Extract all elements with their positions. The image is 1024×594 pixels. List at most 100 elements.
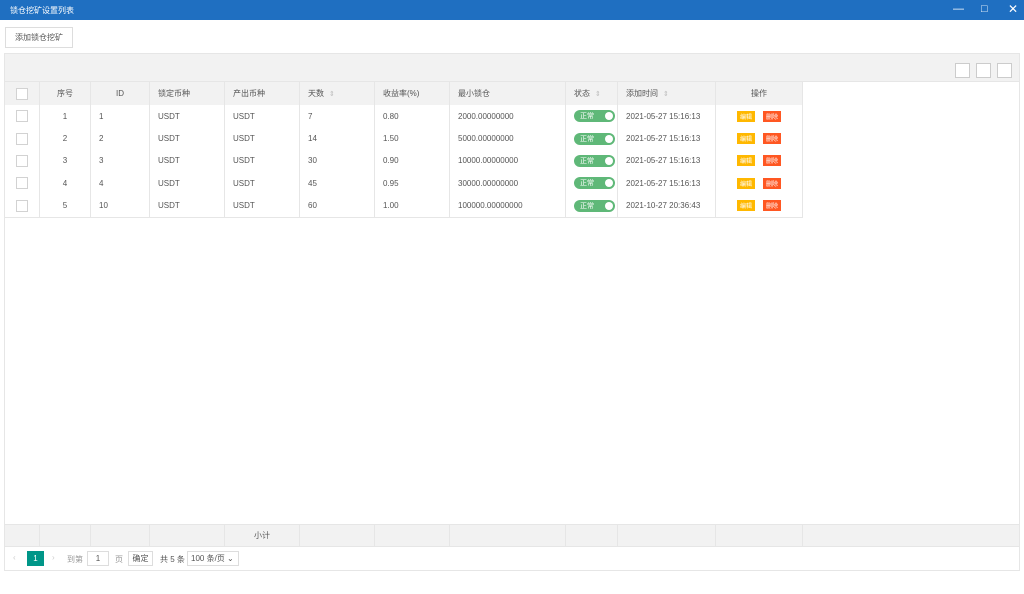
cell-text: 0.95	[383, 178, 399, 188]
cell-text: 2021-10-27 20:36:43	[626, 201, 701, 211]
checkbox-cell	[5, 127, 40, 150]
close[interactable]: ✕	[1008, 2, 1019, 16]
table-frame: 序号 ID 锁定币种 产出币种 天数 ⇕ 收益率(%) 最小锁仓 状态 ⇕ 添加时间 ⇕ 操作 1 1 USD…	[4, 53, 1020, 571]
cell-text: USDT	[233, 134, 255, 144]
header-text: ID	[116, 89, 124, 98]
cell: 10	[91, 194, 150, 217]
total-cell	[5, 525, 40, 546]
cell: USDT	[150, 105, 225, 128]
cell-text: 45	[308, 178, 317, 188]
cell: 4	[91, 172, 150, 195]
goto-confirm[interactable]: 确定	[128, 551, 153, 566]
checkbox[interactable]	[16, 199, 28, 212]
status-switch[interactable]: 正常	[574, 132, 615, 145]
cell: 45	[300, 172, 375, 195]
cell-text: 2021-05-27 15:16:13	[626, 156, 701, 166]
checkbox-cell	[5, 82, 40, 105]
cell: 正常	[566, 105, 618, 128]
page-current[interactable]: 1	[27, 551, 44, 566]
delete-button[interactable]: 删除	[763, 110, 782, 122]
goto-input[interactable]: 1	[87, 551, 109, 566]
cell-text: USDT	[158, 134, 180, 144]
cell: 3	[40, 149, 91, 173]
header-text: 最小锁仓	[458, 89, 490, 98]
cell-text: USDT	[158, 201, 180, 211]
status-switch[interactable]: 正常	[574, 199, 615, 212]
prev[interactable]: ‹	[13, 553, 16, 562]
print-tool[interactable]	[997, 63, 1012, 78]
delete-button[interactable]: 删除	[763, 177, 782, 189]
cell: USDT	[225, 194, 300, 217]
cell: 60	[300, 194, 375, 217]
cell: USDT	[150, 172, 225, 195]
cell: 30000.00000000	[450, 172, 566, 195]
checkbox[interactable]	[16, 154, 28, 167]
cell-text: 1	[62, 111, 68, 121]
cell-text: 5	[62, 201, 68, 211]
actions-cell: 编辑 删除	[716, 172, 803, 195]
cell: 2021-05-27 15:16:13	[618, 127, 716, 150]
cell: 100000.00000000	[450, 194, 566, 217]
cell-text: USDT	[158, 178, 180, 188]
header-text: 状态	[574, 89, 590, 98]
status-switch[interactable]: 正常	[574, 154, 615, 167]
maximize[interactable]: □	[981, 3, 988, 15]
switch-text: 正常	[580, 135, 594, 143]
checkbox[interactable]	[16, 132, 28, 145]
cell-text: 14	[308, 134, 317, 144]
window-title: 锁仓挖矿设置列表	[10, 6, 74, 15]
checkbox[interactable]	[16, 177, 28, 190]
edit-button[interactable]: 编辑	[736, 133, 755, 145]
page-size[interactable]: 100 条/页 ⌄	[187, 551, 239, 566]
column-header: 状态 ⇕	[566, 82, 618, 105]
total-label: 小计	[254, 531, 270, 540]
edit-button[interactable]: 编辑	[736, 155, 755, 167]
cell-text: 4	[99, 178, 104, 188]
cell: 2	[91, 127, 150, 150]
next[interactable]: ›	[52, 553, 55, 562]
checkbox[interactable]	[16, 87, 28, 100]
cell-text: 1	[99, 111, 104, 121]
table: 序号 ID 锁定币种 产出币种 天数 ⇕ 收益率(%) 最小锁仓 状态 ⇕ 添加时间 ⇕ 操作 1 1 USD…	[5, 82, 1019, 522]
checkbox-cell	[5, 172, 40, 195]
title-bar: 锁仓挖矿设置列表 — □ ✕	[0, 0, 1024, 20]
cell-text: 2021-05-27 15:16:13	[626, 134, 701, 144]
switch-text: 正常	[580, 180, 594, 188]
data-row: 5 10 USDT USDT 60 1.00 100000.00000000 正常 2021-1…	[5, 194, 803, 218]
cell: 2000.00000000	[450, 105, 566, 128]
cell-text: 2000.00000000	[458, 111, 514, 121]
goto-prefix: 到第	[67, 555, 83, 564]
status-switch[interactable]: 正常	[574, 110, 615, 123]
edit-button[interactable]: 编辑	[736, 177, 755, 189]
cell: 0.95	[375, 172, 450, 195]
total-cell	[91, 525, 150, 546]
export-tool[interactable]	[976, 63, 991, 78]
actions-cell: 编辑 删除	[716, 105, 803, 128]
add-button[interactable]: 添加锁仓挖矿	[5, 27, 73, 48]
sort-icon: ⇕	[595, 90, 601, 98]
status-switch[interactable]: 正常	[574, 177, 615, 190]
cell-text: 1.50	[383, 134, 399, 144]
column-header: 操作	[716, 82, 803, 105]
table-toolbar	[5, 54, 1019, 82]
edit-button[interactable]: 编辑	[736, 110, 755, 122]
delete-button[interactable]: 删除	[763, 200, 782, 212]
checkbox-cell	[5, 194, 40, 217]
column-header: 天数 ⇕	[300, 82, 375, 105]
delete-button[interactable]: 删除	[763, 155, 782, 167]
cell: USDT	[225, 149, 300, 173]
column-header: 序号	[40, 82, 91, 105]
total-cell	[716, 525, 803, 546]
minimize[interactable]: —	[953, 3, 964, 15]
delete-button[interactable]: 删除	[763, 133, 782, 145]
columns-tool[interactable]	[955, 63, 970, 78]
cell-text: 0.90	[383, 156, 399, 166]
edit-button[interactable]: 编辑	[736, 200, 755, 212]
cell: 5000.00000000	[450, 127, 566, 150]
checkbox[interactable]	[16, 110, 28, 123]
page-size-label: 100 条/页	[191, 554, 225, 563]
cell-text: USDT	[233, 156, 255, 166]
cell-text: 3	[62, 156, 68, 166]
cell: USDT	[225, 172, 300, 195]
total-cell	[450, 525, 566, 546]
